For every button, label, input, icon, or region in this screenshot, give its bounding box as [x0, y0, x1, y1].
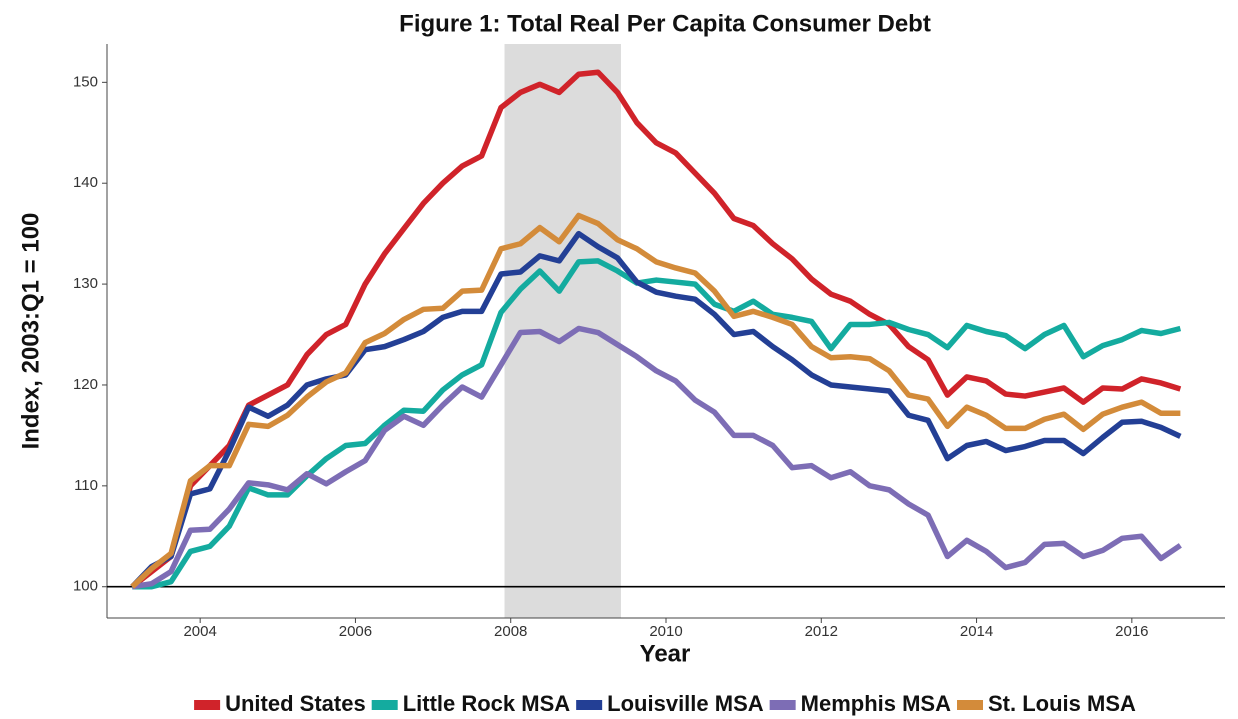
y-tick-label: 110 — [74, 477, 98, 494]
x-tick-label: 2012 — [805, 623, 838, 640]
y-tick-label: 130 — [73, 275, 98, 292]
series-line — [132, 258, 1182, 590]
y-tick-label: 150 — [73, 73, 98, 90]
series-line — [131, 325, 1182, 590]
legend-label: United States — [225, 691, 366, 716]
legend: United States Little Rock MSA Louisville M… — [194, 691, 1136, 716]
y-axis-label: Index, 2003:Q1 = 100 — [17, 213, 44, 450]
chart-title: Figure 1: Total Real Per Capita Consumer… — [399, 10, 931, 37]
legend-label: St. Louis MSA — [988, 691, 1136, 716]
legend-swatch — [576, 700, 603, 710]
y-tick-label: 140 — [73, 174, 98, 191]
x-tick-label: 2006 — [339, 623, 372, 640]
y-tick-label: 120 — [73, 376, 98, 393]
x-tick-label: 2004 — [183, 623, 216, 640]
x-tick-label: 2016 — [1115, 623, 1148, 640]
legend-swatch — [194, 700, 221, 710]
x-tick-label: 2014 — [960, 623, 993, 640]
legend-swatch — [371, 700, 398, 710]
series-line — [130, 212, 1181, 589]
y-tick-label: 100 — [73, 578, 98, 595]
x-axis-label: Year — [640, 640, 691, 667]
legend-label: Louisville MSA — [607, 691, 764, 716]
legend-swatch — [957, 700, 984, 710]
x-tick-label: 2008 — [494, 623, 527, 640]
legend-label: Memphis MSA — [801, 691, 951, 716]
series-line — [130, 69, 1182, 589]
legend-label: Little Rock MSA — [403, 691, 571, 716]
series-line — [130, 230, 1182, 589]
legend-swatch — [769, 700, 796, 710]
x-tick-label: 2010 — [649, 623, 682, 640]
